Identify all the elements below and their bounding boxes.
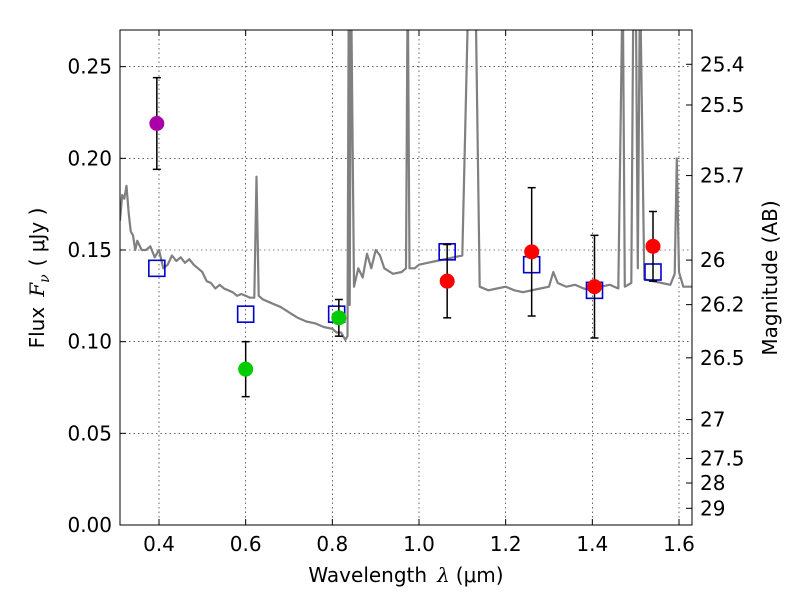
- observed-point: [331, 310, 347, 326]
- ticks: 0.4 0.6 0.8 1.0 1.2 1.4 1.6 0.00 0.05 0.10 0.15 0.2…: [67, 30, 745, 556]
- x-tick-label: 1.2: [490, 532, 522, 556]
- y2-tick-label: 26.5: [700, 346, 745, 370]
- y2-tick-label: 25.4: [700, 52, 745, 76]
- plot-area: [120, 30, 692, 398]
- x-tick-label: 1.0: [403, 532, 435, 556]
- observed-point: [645, 238, 661, 254]
- y-tick-label: 0.15: [67, 238, 112, 262]
- y-tick-label: 0.05: [67, 421, 112, 445]
- y2-tick-label: 26: [700, 248, 725, 272]
- y2-tick-label: 29: [700, 496, 725, 520]
- x-axis-label: Wavelength λ (μm): [308, 563, 503, 587]
- y2-tick-label: 26.2: [700, 293, 745, 317]
- y-tick-label: 0.00: [67, 513, 112, 537]
- y2-tick-label: 27.5: [700, 446, 745, 470]
- y-tick-label: 0.20: [67, 146, 112, 170]
- model-photometry-point: [236, 305, 255, 323]
- y2-axis-label: Magnitude (AB): [758, 200, 782, 355]
- observed-point: [238, 361, 254, 377]
- observed-point: [439, 273, 455, 289]
- observed-point: [149, 116, 165, 131]
- grid: [120, 30, 692, 525]
- x-tick-label: 0.6: [230, 532, 262, 556]
- x-tick-label: 0.8: [316, 532, 348, 556]
- x-tick-label: 1.4: [576, 532, 608, 556]
- observed-point: [587, 279, 602, 295]
- x-tick-label: 1.6: [663, 532, 695, 556]
- model-photometry-point: [148, 259, 166, 278]
- y2-tick-label: 28: [700, 471, 725, 495]
- y-axis-label: FluxFν( μJy ): [25, 208, 53, 349]
- y2-tick-label: 25.5: [700, 93, 745, 117]
- plot-frame: [119, 29, 693, 526]
- y-tick-label: 0.10: [67, 330, 112, 354]
- model-sed-line: [120, 30, 692, 341]
- x-tick-label: 0.4: [143, 532, 175, 556]
- y-tick-label: 0.25: [67, 55, 112, 79]
- y2-tick-label: 27: [700, 408, 725, 432]
- y2-tick-label: 25.7: [700, 164, 745, 188]
- observed-point: [524, 244, 540, 260]
